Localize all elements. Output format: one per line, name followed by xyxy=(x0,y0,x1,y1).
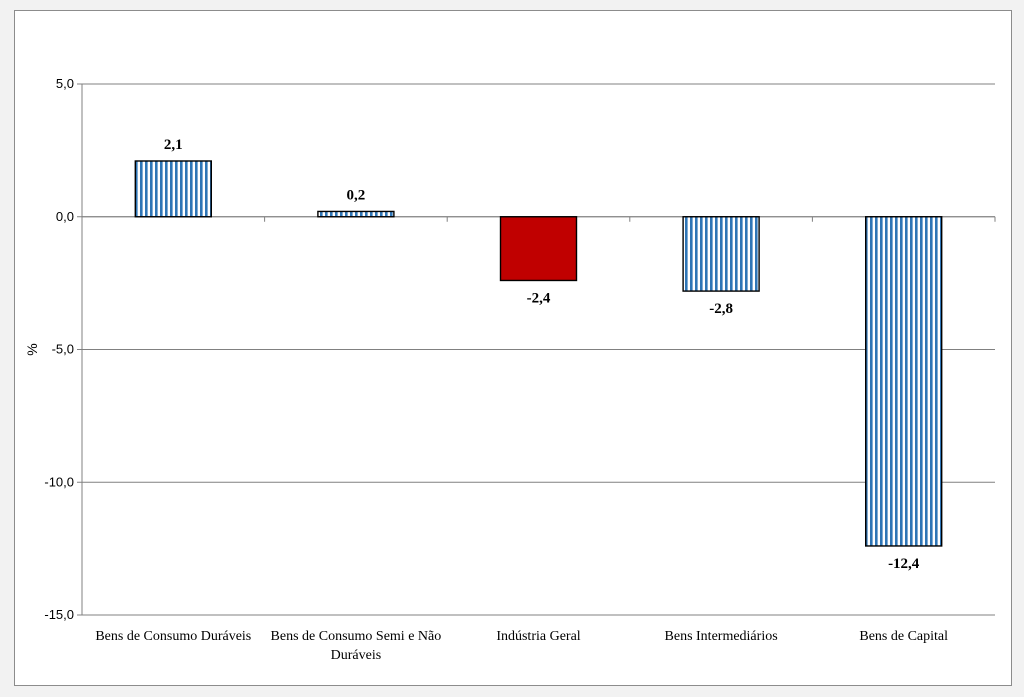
data-label: 0,2 xyxy=(347,187,366,203)
category-label-line: Bens de Capital xyxy=(859,629,948,644)
data-label: 2,1 xyxy=(164,137,183,153)
bars xyxy=(134,160,943,547)
data-label: -12,4 xyxy=(888,556,920,572)
bar-chart: 5,0 0,0 -5,0 -10,0 -15,0% 2,1 Bens de Consumo … xyxy=(24,76,996,663)
y-tick-label: 0,0 xyxy=(56,209,74,224)
category-label: Bens de Consumo Semi e Não Duráveis xyxy=(271,629,442,663)
category-label-line: Bens de Consumo Semi e Não xyxy=(271,629,442,644)
y-tick-label: -15,0 xyxy=(44,607,74,622)
data-label: -2,4 xyxy=(527,290,551,306)
category-label: Indústria Geral xyxy=(496,629,580,644)
bar xyxy=(134,160,213,218)
category-label-line: Duráveis xyxy=(331,648,382,663)
bar xyxy=(499,216,578,282)
grid-lines xyxy=(82,83,995,616)
category-label-line: Bens de Consumo Duráveis xyxy=(95,629,251,644)
category-label-line: Bens Intermediários xyxy=(665,629,778,644)
chart-frame: 5,0 0,0 -5,0 -10,0 -15,0% 2,1 Bens de Consumo … xyxy=(14,10,1012,686)
y-tick-label: -5,0 xyxy=(52,342,74,357)
category-label: Bens de Consumo Duráveis xyxy=(95,629,251,644)
bar xyxy=(317,210,395,218)
category-label-line: Indústria Geral xyxy=(496,629,580,644)
y-axis-label: % xyxy=(24,343,40,355)
data-label: -2,8 xyxy=(709,301,733,317)
category-label: Bens Intermediários xyxy=(665,629,778,644)
category-label: Bens de Capital xyxy=(859,629,948,644)
labels: 5,0 0,0 -5,0 -10,0 -15,0% 2,1 Bens de Consumo … xyxy=(24,76,948,663)
bar xyxy=(865,216,943,547)
y-tick-label: 5,0 xyxy=(56,76,74,91)
bar xyxy=(682,216,760,292)
y-tick-label: -10,0 xyxy=(44,474,74,489)
